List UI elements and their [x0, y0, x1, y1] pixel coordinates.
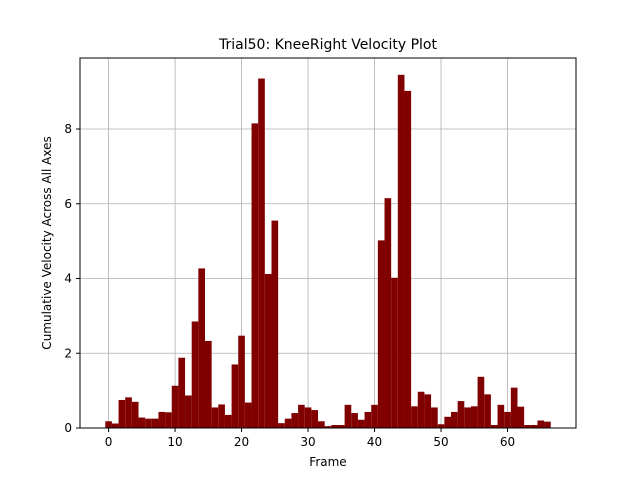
bar: [284, 418, 292, 428]
y-tick-label: 8: [64, 122, 72, 136]
bar: [331, 425, 338, 428]
y-tick-label: 4: [64, 272, 72, 286]
bar: [204, 340, 212, 428]
bar: [304, 407, 312, 428]
bar: [105, 421, 112, 428]
bar: [244, 402, 252, 428]
bar: [231, 364, 239, 428]
bar: [524, 425, 531, 428]
bar: [371, 404, 378, 428]
bar: [537, 420, 545, 428]
y-tick-label: 0: [64, 421, 72, 435]
bar: [444, 416, 452, 428]
plot-frame: [79, 57, 577, 429]
bar: [477, 376, 485, 428]
bar: [111, 423, 119, 428]
bars: [105, 74, 551, 429]
bar: [510, 387, 518, 428]
bar: [138, 417, 146, 428]
bar: [311, 410, 319, 428]
bar: [497, 404, 505, 428]
bar: [431, 407, 438, 428]
bar: [125, 397, 132, 428]
y-tick-label: 2: [64, 346, 72, 360]
bar: [357, 419, 365, 428]
bar: [530, 425, 538, 428]
x-tick-label: 20: [234, 435, 249, 449]
bar: [151, 418, 159, 428]
x-tick-label: 10: [167, 435, 182, 449]
bar: [424, 394, 432, 428]
bar: [377, 240, 385, 428]
bar: [417, 391, 425, 428]
bar: [544, 421, 551, 428]
bar: [145, 418, 152, 428]
bar: [318, 421, 325, 428]
bar: [324, 426, 332, 428]
x-axis-label: Frame: [309, 455, 346, 469]
bar: [131, 401, 139, 428]
x-tick-label: 50: [433, 435, 448, 449]
bar: [397, 74, 405, 429]
bar: [271, 220, 279, 428]
bar: [351, 413, 358, 428]
bar: [391, 277, 398, 428]
bar: [191, 321, 199, 428]
bar: [251, 123, 259, 428]
bar: [344, 404, 352, 428]
bar: [457, 401, 465, 428]
x-tick-label: 0: [105, 435, 113, 449]
bar: [404, 90, 412, 428]
bar: [264, 274, 272, 428]
bar: [258, 78, 265, 429]
bar: [224, 414, 232, 428]
bar: [238, 335, 245, 428]
bar: [165, 412, 172, 428]
bar: [364, 411, 372, 428]
bar: [504, 411, 511, 428]
bar: [291, 413, 299, 428]
chart-title: Trial50: KneeRight Velocity Plot: [218, 37, 437, 53]
bar: [211, 407, 219, 428]
x-tick-label: 40: [367, 435, 382, 449]
bar: [298, 404, 305, 428]
bar: [517, 406, 525, 428]
bar: [470, 406, 478, 428]
bar: [411, 406, 418, 428]
x-tick-label: 30: [300, 435, 315, 449]
bar: [278, 423, 285, 428]
bar: [185, 395, 192, 428]
bar: [218, 404, 225, 428]
bar: [158, 411, 166, 428]
bar: [484, 394, 491, 428]
bar: [118, 399, 126, 428]
bar: [337, 425, 345, 428]
y-tick-label: 6: [64, 197, 72, 211]
bar: [451, 411, 458, 428]
y-axis-label: Cumulative Velocity Across All Axes: [40, 136, 54, 349]
bar: [384, 198, 392, 428]
plot-area-background: [80, 58, 576, 428]
bar: [437, 424, 445, 428]
bar: [178, 357, 186, 428]
ticks: 0 10 20 30 40 50 60 0 2 4 6 8: [64, 122, 515, 449]
bar: [490, 425, 498, 428]
x-tick-label: 60: [500, 435, 515, 449]
bar: [464, 407, 471, 428]
bar: [198, 268, 205, 428]
bar: [171, 385, 179, 428]
